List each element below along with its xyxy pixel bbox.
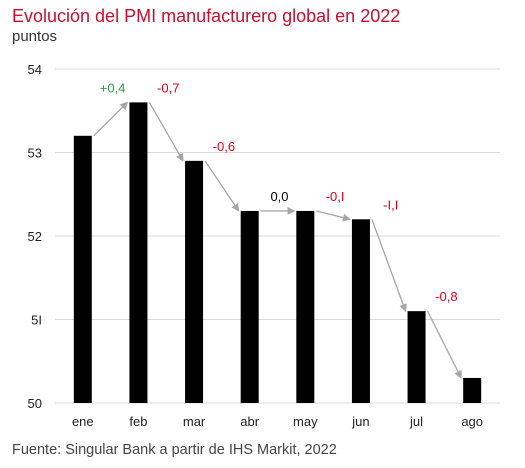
y-tick-label: 54	[28, 62, 42, 77]
change-arrow	[371, 219, 407, 313]
bar-feb	[129, 102, 148, 404]
x-tick-label: ene	[72, 414, 94, 429]
bar-jun	[351, 219, 370, 403]
change-label: -0,6	[213, 139, 235, 154]
change-arrow	[204, 160, 240, 212]
y-axis-ticks: 50 5I 52 53 54	[28, 62, 42, 411]
bar-ago	[463, 377, 482, 403]
change-arrow	[426, 310, 462, 379]
change-label: -0,I	[326, 189, 345, 204]
change-label: +0,4	[100, 80, 126, 95]
change-arrow	[316, 210, 351, 222]
x-tick-label: ago	[461, 414, 483, 429]
bar-abr	[240, 210, 259, 403]
change-label: -I,I	[383, 197, 398, 212]
x-tick-label: may	[293, 414, 318, 429]
y-tick-label: 5I	[31, 313, 42, 328]
y-tick-label: 50	[28, 396, 42, 411]
gridlines	[55, 68, 500, 404]
change-arrow	[148, 102, 184, 162]
x-axis-ticks: ene feb mar abr may jun jul ago	[72, 414, 483, 429]
x-tick-label: abr	[240, 414, 259, 429]
x-tick-label: jul	[409, 414, 423, 429]
x-tick-label: feb	[129, 414, 147, 429]
bar-ene	[73, 135, 92, 404]
bar-mar	[185, 160, 204, 403]
y-tick-label: 53	[28, 146, 42, 161]
change-label: -0,7	[157, 80, 179, 95]
change-label: -0,8	[435, 289, 457, 304]
x-tick-label: jun	[351, 414, 369, 429]
change-label: 0,0	[270, 189, 288, 204]
bar-may	[296, 210, 315, 403]
chart-subtitle: puntos	[12, 28, 58, 45]
change-arrows: +0,4 -0,7 -0,6 0,0 -0,I -I,I -0,8	[93, 80, 462, 379]
chart-title: Evolución del PMI manufacturero global e…	[12, 6, 401, 26]
source-note: Fuente: Singular Bank a partir de IHS Ma…	[12, 442, 337, 458]
bar-jul	[407, 311, 426, 403]
x-tick-label: mar	[183, 414, 206, 429]
y-tick-label: 52	[28, 229, 42, 244]
change-arrow	[93, 101, 129, 137]
bars	[73, 102, 482, 404]
